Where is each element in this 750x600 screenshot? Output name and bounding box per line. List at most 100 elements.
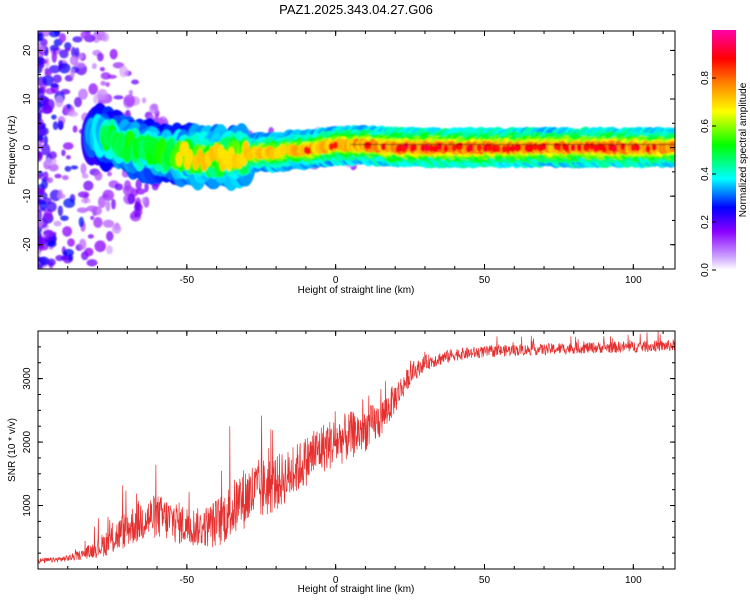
- heatmap-cell: [70, 68, 75, 78]
- heatmap-cell: [141, 196, 147, 205]
- heatmap-cell: [70, 46, 76, 58]
- heatmap-cell: [135, 188, 146, 195]
- heatmap-cell: [41, 192, 48, 200]
- spectrogram-xtick-label: 0: [333, 275, 339, 286]
- colorbar-tick-label: 0.4: [700, 167, 711, 181]
- heatmap-cell: [78, 216, 85, 228]
- heatmap-cell: [175, 151, 183, 167]
- heatmap-cell: [50, 83, 60, 88]
- heatmap-cell: [185, 149, 194, 164]
- heatmap-cell: [66, 103, 72, 110]
- colorbar-gradient: [712, 30, 736, 270]
- heatmap-cell: [48, 163, 59, 172]
- heatmap-cell: [62, 142, 74, 150]
- heatmap-cell: [411, 143, 418, 152]
- heatmap-cell: [86, 205, 98, 212]
- heatmap-cell: [93, 31, 106, 37]
- heatmap-cell: [501, 145, 507, 153]
- heatmap-cell: [555, 143, 561, 151]
- heatmap-cell: [279, 144, 287, 156]
- heatmap-cell: [576, 143, 582, 152]
- heatmap-cell: [42, 75, 54, 86]
- heatmap-cell: [78, 207, 85, 213]
- heatmap-cell: [149, 103, 159, 114]
- heatmap-cell: [105, 200, 111, 212]
- colorbar: 0.0 0.2 0.4 0.6 0.8 Normalized spectral ampl…: [700, 30, 749, 277]
- heatmap-cell: [48, 151, 57, 160]
- heatmap-cell: [90, 215, 95, 220]
- heatmap-cell: [106, 231, 114, 242]
- spectrogram-ytick-label: 20: [22, 44, 33, 56]
- heatmap-cell: [80, 163, 87, 175]
- snr-ytick-label: 1000: [22, 494, 33, 517]
- heatmap-cell: [46, 258, 56, 267]
- spectrogram-ytick-label: -20: [22, 237, 33, 252]
- heatmap-cell: [69, 55, 79, 66]
- snr-frame: [37, 330, 676, 570]
- heatmap-cell: [38, 263, 42, 269]
- heatmap-cell: [93, 94, 99, 104]
- heatmap-cell: [41, 179, 49, 190]
- heatmap-cell: [61, 149, 66, 157]
- heatmap-cell: [58, 33, 67, 43]
- heatmap-cell: [100, 80, 106, 86]
- heatmap-cell: [54, 31, 61, 37]
- heatmap-cell: [58, 59, 63, 70]
- heatmap-cell: [669, 140, 675, 153]
- snr-xtick-label: 100: [625, 575, 642, 586]
- spectrogram-xtick-label: 100: [625, 275, 642, 286]
- heatmap-cell: [40, 106, 53, 114]
- heatmap-cell: [48, 65, 61, 74]
- heatmap-cell: [62, 226, 73, 237]
- heatmap-cell: [509, 144, 516, 153]
- figure-title: PAZ1.2025.343.04.27.G06: [279, 2, 433, 17]
- heatmap-cell: [38, 187, 45, 196]
- heatmap-cell: [78, 88, 88, 100]
- heatmap-cell: [102, 193, 109, 199]
- heatmap-cell: [476, 143, 482, 152]
- heatmap-cell: [53, 220, 62, 227]
- heatmap-cell: [109, 48, 118, 60]
- heatmap-cell: [38, 249, 41, 257]
- heatmap-cell: [38, 236, 47, 248]
- heatmap-cell: [620, 142, 626, 151]
- heatmap-cell: [38, 218, 43, 228]
- spectrogram-xlabel: Height of straight line (km): [298, 285, 415, 296]
- heatmap-cell: [436, 142, 443, 151]
- heatmap-cell: [68, 253, 74, 262]
- snr-series-line: [38, 331, 675, 564]
- heatmap-cell: [593, 144, 599, 153]
- heatmap-cell: [134, 203, 143, 212]
- snr-ylabel: SNR (10 * v/v): [7, 418, 18, 482]
- heatmap-cell: [88, 83, 98, 95]
- snr-panel: -50 0 50 100 1000 2000 3000 Height of straight…: [7, 330, 676, 595]
- heatmap-cell: [611, 144, 618, 153]
- heatmap-cell: [59, 49, 69, 59]
- heatmap-cell: [457, 142, 464, 150]
- snr-xtick-label: 50: [479, 575, 491, 586]
- heatmap-cell: [42, 171, 49, 180]
- heatmap-cell: [44, 67, 50, 74]
- heatmap-cell: [55, 95, 64, 108]
- heatmap-cell: [81, 173, 89, 179]
- heatmap-cell: [63, 198, 76, 209]
- spectrogram-ytick-label: 10: [22, 93, 33, 105]
- heatmap-cell: [651, 143, 657, 151]
- spectrogram-xtick-label: -50: [180, 275, 195, 286]
- heatmap-cell: [113, 95, 124, 100]
- heatmap-cell: [105, 82, 110, 87]
- heatmap-cell: [486, 143, 493, 152]
- heatmap-cell: [58, 189, 63, 199]
- heatmap-cell: [38, 100, 42, 110]
- heatmap-cell: [451, 144, 457, 152]
- heatmap-cell: [64, 165, 72, 172]
- heatmap-cell: [38, 31, 40, 32]
- heatmap-cell: [443, 144, 449, 153]
- spectrogram-frame: [37, 30, 676, 270]
- snr-ytick-label: 3000: [22, 367, 33, 390]
- heatmap-cell: [111, 198, 116, 210]
- heatmap-cell: [39, 201, 47, 211]
- heatmap-cell: [305, 147, 311, 155]
- heatmap-cell: [46, 201, 57, 213]
- heatmap-cell: [135, 178, 142, 191]
